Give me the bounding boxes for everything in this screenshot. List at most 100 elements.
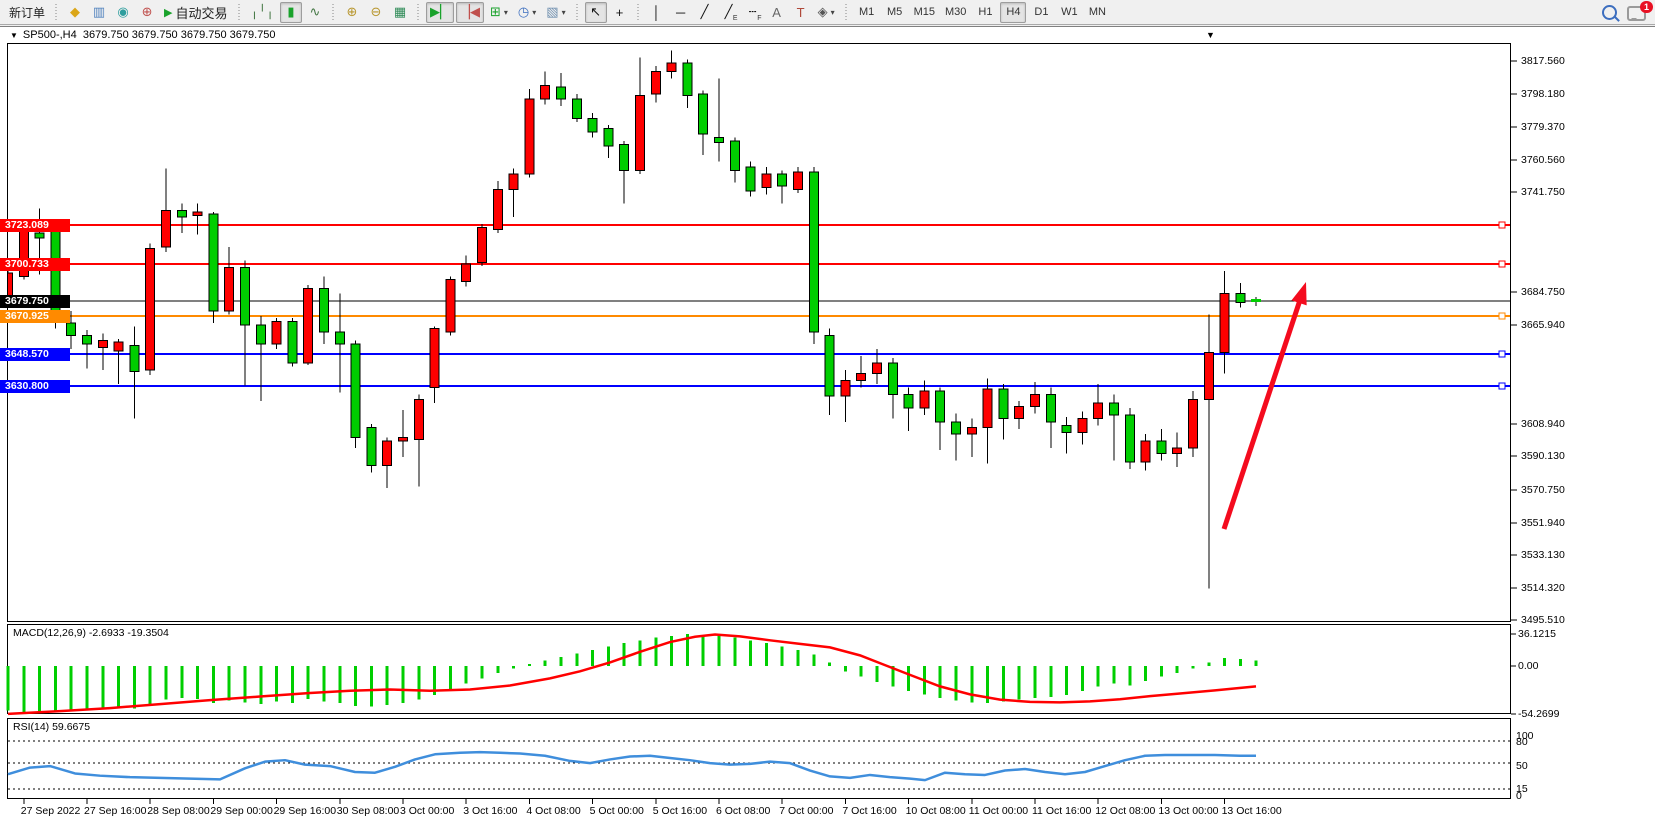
timeframe-d1[interactable]: D1 <box>1034 6 1049 18</box>
macd-panel[interactable] <box>7 624 1511 714</box>
price-tick-label: 3533.130 <box>1521 549 1565 561</box>
main-chart-panel[interactable] <box>7 43 1511 622</box>
period-icon[interactable]: ◷ ▾ <box>517 4 537 19</box>
auto-scroll-icon[interactable]: ▶▏ <box>425 1 454 23</box>
price-line-badge: 3679.750 <box>0 294 70 308</box>
price-tick-label: 3590.130 <box>1521 450 1565 462</box>
toolbar: 新订单 ◆ ▥ ◉ ⊕ ▶ 自动交易 ╷╵╷ ▮ ∿ ⊕ ⊖ ▦ ▶▏ ▕◀ ⊞ ▾ ◷ ▾ ▧ ▾ ↖ + │ ─ ╱ ╱ E ┄ F A… <box>0 0 1655 25</box>
time-axis-label: 28 Sep 08:00 <box>147 805 210 817</box>
price-tick-label: 3495.510 <box>1521 614 1565 626</box>
text-icon[interactable]: A <box>772 4 781 20</box>
price-line-badge: 3630.800 <box>0 379 70 393</box>
time-axis-label: 13 Oct 16:00 <box>1221 805 1282 817</box>
rsi-label: RSI(14) 59.6675 <box>13 721 91 733</box>
price-tick-label: 3665.940 <box>1521 319 1565 331</box>
candlestick-chart-icon[interactable]: ▮ <box>279 1 302 23</box>
timeframe-m1[interactable]: M1 <box>858 6 875 18</box>
macd-axis-label: 36.1215 <box>1518 628 1556 640</box>
cursor-icon[interactable]: ↖ <box>584 1 607 23</box>
price-line-badge: 3700.733 <box>0 257 70 271</box>
timeframe-m30[interactable]: M30 <box>945 6 967 18</box>
price-line-badge: 3670.925 <box>0 309 70 323</box>
text-label-icon[interactable]: T <box>796 4 805 20</box>
arrows-icon[interactable]: ◈ ▾ <box>817 4 835 19</box>
time-axis-label: 27 Sep 16:00 <box>84 805 147 817</box>
tile-windows-icon[interactable]: ▦ <box>393 4 407 19</box>
bar-chart-icon[interactable]: ╷╵╷ <box>250 4 274 19</box>
price-line-badge: 3648.570 <box>0 347 70 361</box>
navigator-icon[interactable]: ◉ <box>117 4 129 19</box>
collapse-ohlc-icon[interactable]: ▼ <box>10 31 18 40</box>
toolbar-separator <box>573 2 581 22</box>
macd-axis-label: -54.2699 <box>1518 708 1560 720</box>
price-tick-label: 3514.320 <box>1521 582 1565 594</box>
toolbar-separator <box>842 2 850 22</box>
chat-icon[interactable]: 1 <box>1623 0 1653 23</box>
trendline-icon[interactable]: ╱ <box>700 4 709 19</box>
data-window-icon[interactable]: ▥ <box>92 4 106 19</box>
time-axis-label: 29 Sep 16:00 <box>273 805 337 817</box>
price-tick-label: 3684.750 <box>1521 286 1565 298</box>
time-axis-label: 29 Sep 00:00 <box>210 805 273 817</box>
macd-axis-label: 0.00 <box>1518 660 1539 672</box>
auto-trading-button[interactable]: ▶ 自动交易 <box>164 5 228 21</box>
market-watch-icon[interactable]: ◆ <box>70 4 81 19</box>
rsi-axis-label: 50 <box>1516 760 1528 772</box>
price-tick-label: 3817.560 <box>1521 55 1565 67</box>
chart-shift-icon[interactable]: ▕◀ <box>455 1 484 23</box>
price-tick-label: 3608.940 <box>1521 418 1565 430</box>
time-axis-label: 10 Oct 08:00 <box>905 805 966 817</box>
timeframe-w1[interactable]: W1 <box>1061 6 1078 18</box>
toolbar-separator <box>329 2 337 22</box>
fibonacci-icon[interactable]: ┄ F <box>748 4 762 22</box>
timeframe-m15[interactable]: M15 <box>913 6 935 18</box>
price-tick-label: 3741.750 <box>1521 186 1565 198</box>
rsi-panel[interactable] <box>7 718 1511 799</box>
new-chart-icon[interactable]: ⊞ ▾ <box>489 4 508 19</box>
time-axis-label: 7 Oct 00:00 <box>779 805 834 817</box>
timeframe-h1[interactable]: H1 <box>978 6 993 18</box>
vertical-line-icon[interactable]: │ <box>652 4 661 20</box>
chart-window: ▼ SP500-,H4 3679.750 3679.750 3679.750 36… <box>0 26 1655 825</box>
rsi-axis-label: 100 <box>1516 730 1534 742</box>
crosshair-icon[interactable]: + <box>615 4 624 20</box>
price-tick-label: 3760.560 <box>1521 154 1565 166</box>
toolbar-separator <box>53 2 61 22</box>
search-icon[interactable] <box>1598 2 1621 23</box>
chart-title-bar: ▼ SP500-,H4 3679.750 3679.750 3679.750 36… <box>0 29 276 44</box>
time-axis-label: 12 Oct 08:00 <box>1095 805 1156 817</box>
timeframe-h4[interactable]: H4 <box>1000 1 1027 23</box>
rsi-axis-label: 80 <box>1516 736 1528 748</box>
macd-label: MACD(12,26,9) -2.6933 -19.3504 <box>13 627 169 639</box>
toolbar-separator <box>235 2 243 22</box>
zoom-in-icon[interactable]: ⊕ <box>346 4 358 19</box>
time-axis-label: 7 Oct 16:00 <box>842 805 897 817</box>
rsi-axis-label: 15 <box>1516 783 1528 795</box>
equidistant-channel-icon[interactable]: ╱ E <box>724 4 738 22</box>
ohlc-quotes: 3679.750 3679.750 3679.750 3679.750 <box>82 29 276 41</box>
notification-badge: 1 <box>1639 0 1653 13</box>
time-axis-label: 30 Sep 08:00 <box>336 805 400 817</box>
terminal-icon[interactable]: ⊕ <box>141 4 153 19</box>
time-axis-label: 27 Sep 2022 <box>20 805 81 817</box>
line-chart-icon[interactable]: ∿ <box>309 4 321 19</box>
time-axis-label: 4 Oct 08:00 <box>526 805 581 817</box>
zoom-out-icon[interactable]: ⊖ <box>370 4 382 19</box>
price-tick-label: 3779.370 <box>1521 121 1565 133</box>
timeframe-m5[interactable]: M5 <box>886 6 903 18</box>
symbol-period-label: SP500-,H4 <box>22 29 77 41</box>
price-line-badge: 3723.089 <box>0 218 70 232</box>
time-axis-label: 13 Oct 00:00 <box>1158 805 1219 817</box>
time-axis-label: 3 Oct 00:00 <box>400 805 455 817</box>
timeframe-mn[interactable]: MN <box>1088 6 1106 18</box>
new-order-button[interactable]: 新订单 <box>9 5 46 20</box>
price-tick-label: 3551.940 <box>1521 517 1565 529</box>
price-tick-label: 3798.180 <box>1521 88 1565 100</box>
price-tick-label: 3570.750 <box>1521 484 1565 496</box>
template-icon[interactable]: ▧ ▾ <box>546 4 566 19</box>
chart-shift-marker-icon[interactable]: ▼ <box>1206 30 1215 40</box>
horizontal-line-icon[interactable]: ─ <box>675 4 686 20</box>
time-axis-label: 11 Oct 16:00 <box>1032 805 1092 817</box>
toolbar-separator <box>414 2 422 22</box>
